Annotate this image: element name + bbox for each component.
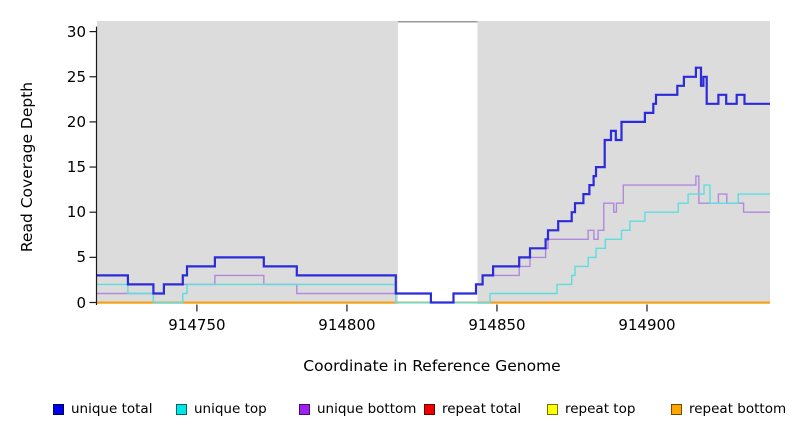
coverage-gap-band (397, 21, 478, 304)
y-tick-label: 25 (66, 67, 86, 86)
x-tick-label: 914900 (618, 316, 676, 334)
legend-label: repeat total (442, 401, 522, 417)
y-tick-label: 20 (66, 112, 86, 131)
y-tick-label: 10 (66, 203, 86, 222)
x-axis-title: Coordinate in Reference Genome (303, 357, 561, 375)
legend-item-repeat_top: repeat top (547, 402, 635, 417)
legend-label: unique bottom (317, 401, 417, 417)
y-tick-label: 0 (76, 293, 86, 312)
legend-item-repeat_bottom: repeat bottom (671, 402, 786, 417)
legend-label: repeat top (565, 401, 636, 417)
legend-swatch-unique_top (176, 404, 187, 415)
series-line-unique_total (97, 66, 770, 304)
legend-swatch-unique_bottom (299, 404, 310, 415)
legend-label: unique top (194, 401, 267, 417)
legend-swatch-repeat_total (424, 404, 435, 415)
y-tick-label: 15 (66, 158, 86, 177)
legend-item-unique_bottom: unique bottom (299, 402, 416, 417)
legend-swatch-unique_total (53, 404, 64, 415)
legend-swatch-repeat_top (547, 404, 558, 415)
x-tick-label: 914800 (318, 316, 376, 334)
series-line-unique_bottom (97, 175, 770, 304)
legend-item-unique_total: unique total (53, 402, 152, 417)
y-axis-title: Read Coverage Depth (18, 81, 36, 253)
x-tick-label: 914750 (168, 316, 226, 334)
legend-label: repeat bottom (689, 401, 787, 417)
series-line-unique_top (97, 184, 770, 304)
legend-label: unique total (71, 401, 153, 417)
legend-item-repeat_total: repeat total (424, 402, 521, 417)
legend-swatch-repeat_bottom (671, 404, 682, 415)
legend-item-unique_top: unique top (176, 402, 267, 417)
x-tick-label: 914850 (468, 316, 526, 334)
y-tick-label: 30 (66, 22, 86, 41)
y-tick-label: 5 (76, 248, 86, 267)
